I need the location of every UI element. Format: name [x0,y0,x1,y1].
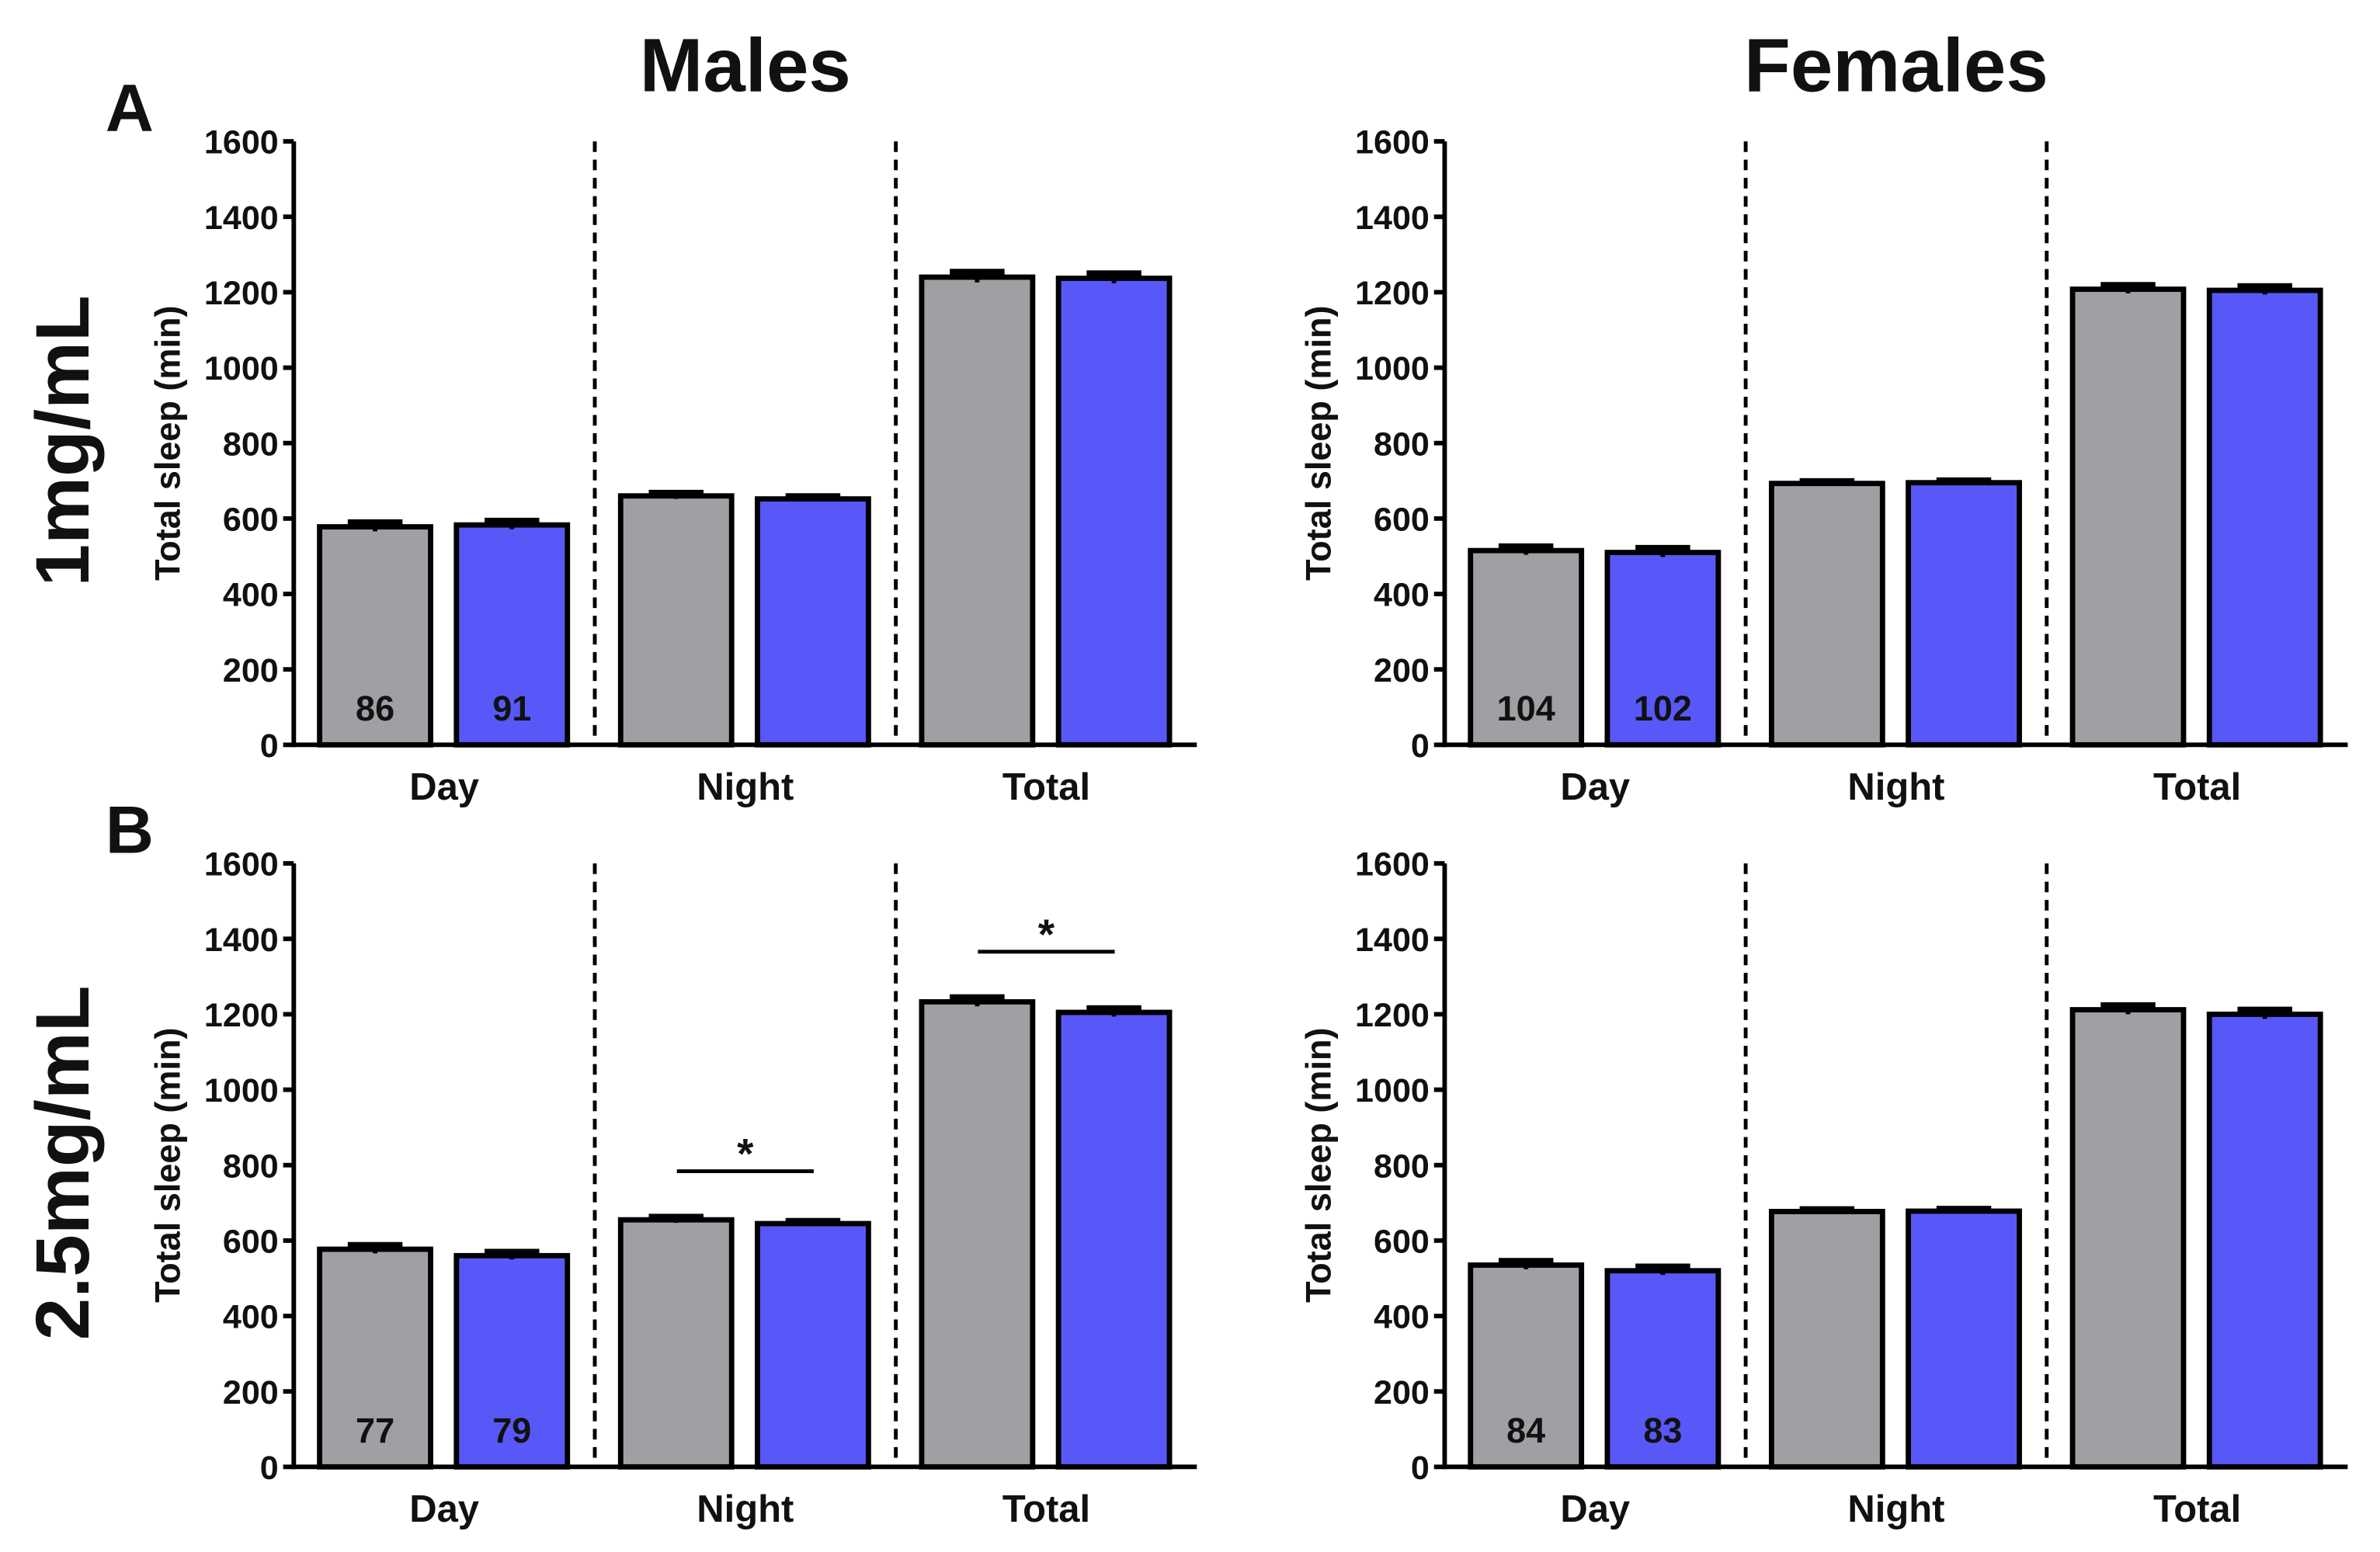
x-tick-label: Day [409,766,479,808]
bar [2206,1011,2323,1470]
y-tick-label: 600 [223,502,279,539]
bar [2069,1007,2187,1470]
n-label: 79 [492,1411,531,1450]
x-tick-label: Night [1847,766,1944,808]
column-title: Females [1744,22,2048,107]
y-tick-label: 1600 [204,124,279,161]
y-tick-label: 200 [1374,1374,1430,1411]
y-tick-label: 400 [1374,1299,1430,1336]
n-label: 77 [356,1411,394,1450]
bar [2069,286,2187,748]
n-label: 104 [1497,689,1555,728]
y-axis-label: Total sleep (min) [148,306,187,581]
y-tick-label: 1200 [204,275,279,312]
y-tick-label: 1600 [204,846,279,884]
bar [1604,550,1722,748]
significance-marker: * [1038,910,1055,958]
bar [617,493,735,748]
bar [1906,480,2022,748]
n-label: 91 [492,689,531,728]
y-tick-label: 400 [223,577,279,614]
y-tick-label: 1000 [1355,350,1430,387]
bar [617,1217,735,1470]
y-tick-label: 1600 [1355,124,1430,161]
y-tick-label: 1600 [1355,846,1430,884]
y-tick-label: 400 [1374,577,1430,614]
y-axis-label: Total sleep (min) [1299,306,1339,581]
y-tick-label: 200 [223,1374,279,1411]
column-title: Males [640,22,851,107]
x-tick-label: Day [1560,766,1630,808]
y-tick-label: 1200 [1355,275,1430,312]
y-tick-label: 0 [1411,1450,1430,1487]
x-tick-label: Day [409,1488,479,1530]
y-axis-label: Total sleep (min) [1299,1028,1339,1303]
n-label: 102 [1634,689,1692,728]
n-label: 83 [1643,1411,1682,1450]
bar [1055,1009,1173,1470]
y-tick-label: 600 [223,1224,279,1261]
x-tick-label: Total [1002,1488,1090,1530]
bar [1055,276,1173,748]
y-tick-label: 1400 [1355,200,1430,237]
row-label: 2.5mg/mL [19,985,105,1340]
bar [453,1252,571,1470]
row-label: 1mg/mL [19,295,105,586]
y-tick-label: 600 [1374,502,1430,539]
y-tick-label: 0 [260,1450,279,1487]
bar [2206,287,2323,748]
bar [755,496,871,748]
y-tick-label: 200 [223,652,279,689]
y-tick-label: 1000 [204,1072,279,1109]
panel-letter: A [106,71,154,145]
y-tick-label: 800 [223,1148,279,1185]
x-tick-label: Day [1560,1488,1630,1530]
y-tick-label: 400 [223,1299,279,1336]
y-tick-label: 800 [1374,425,1430,463]
panel-letter: B [106,793,154,867]
x-tick-label: Total [1002,766,1090,808]
x-tick-label: Night [697,766,794,808]
bar [919,274,1036,748]
y-tick-label: 600 [1374,1224,1430,1261]
y-tick-label: 800 [1374,1148,1430,1185]
y-tick-label: 800 [223,425,279,463]
y-tick-label: 1400 [204,922,279,959]
n-label: 84 [1506,1411,1545,1450]
y-tick-label: 1400 [1355,922,1430,959]
bar [919,998,1036,1470]
y-tick-label: 1400 [204,200,279,237]
bar [317,1246,433,1470]
x-tick-label: Total [2153,1488,2241,1530]
x-tick-label: Night [1847,1488,1944,1530]
y-tick-label: 0 [1411,727,1430,765]
bar [1768,481,1885,748]
y-tick-label: 1000 [1355,1072,1430,1109]
n-label: 86 [356,689,394,728]
significance-marker: * [737,1130,754,1178]
x-tick-label: Night [697,1488,794,1530]
y-axis-label: Total sleep (min) [148,1028,187,1303]
bar [755,1220,871,1470]
y-tick-label: 1200 [204,997,279,1034]
bar [1768,1209,1885,1470]
y-tick-label: 200 [1374,652,1430,689]
bar [453,522,571,748]
y-tick-label: 0 [260,727,279,765]
bar [1906,1208,2022,1470]
y-tick-label: 1000 [204,350,279,387]
x-tick-label: Total [2153,766,2241,808]
y-tick-label: 1200 [1355,997,1430,1034]
